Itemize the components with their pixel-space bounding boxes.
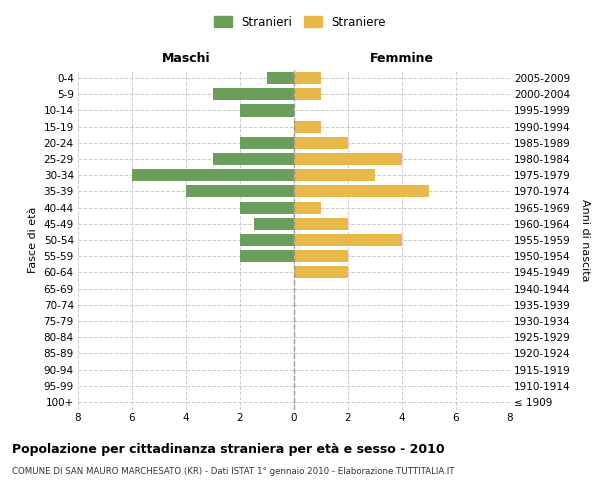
Bar (240, 202, 294, 213)
Text: Maschi: Maschi (161, 52, 211, 65)
Bar (254, 218, 294, 230)
Bar (213, 153, 294, 165)
Bar (294, 153, 402, 165)
Bar (213, 88, 294, 101)
Bar (240, 137, 294, 149)
Bar (294, 120, 321, 132)
Bar (294, 218, 348, 230)
Bar (240, 250, 294, 262)
Text: COMUNE DI SAN MAURO MARCHESATO (KR) - Dati ISTAT 1° gennaio 2010 - Elaborazione : COMUNE DI SAN MAURO MARCHESATO (KR) - Da… (12, 468, 455, 476)
Bar (294, 88, 321, 101)
Bar (294, 202, 321, 213)
Bar (294, 137, 348, 149)
Bar (240, 234, 294, 246)
Text: Popolazione per cittadinanza straniera per età e sesso - 2010: Popolazione per cittadinanza straniera p… (12, 442, 445, 456)
Bar (186, 186, 294, 198)
Legend: Stranieri, Straniere: Stranieri, Straniere (209, 11, 391, 34)
Bar (132, 169, 294, 181)
Bar (294, 72, 321, 84)
Bar (294, 250, 348, 262)
Y-axis label: Fasce di età: Fasce di età (28, 207, 38, 273)
Bar (294, 266, 348, 278)
Bar (294, 169, 375, 181)
Text: Femmine: Femmine (370, 52, 434, 65)
Y-axis label: Anni di nascita: Anni di nascita (580, 198, 590, 281)
Bar (267, 72, 294, 84)
Bar (240, 104, 294, 117)
Bar (294, 234, 402, 246)
Bar (294, 186, 429, 198)
